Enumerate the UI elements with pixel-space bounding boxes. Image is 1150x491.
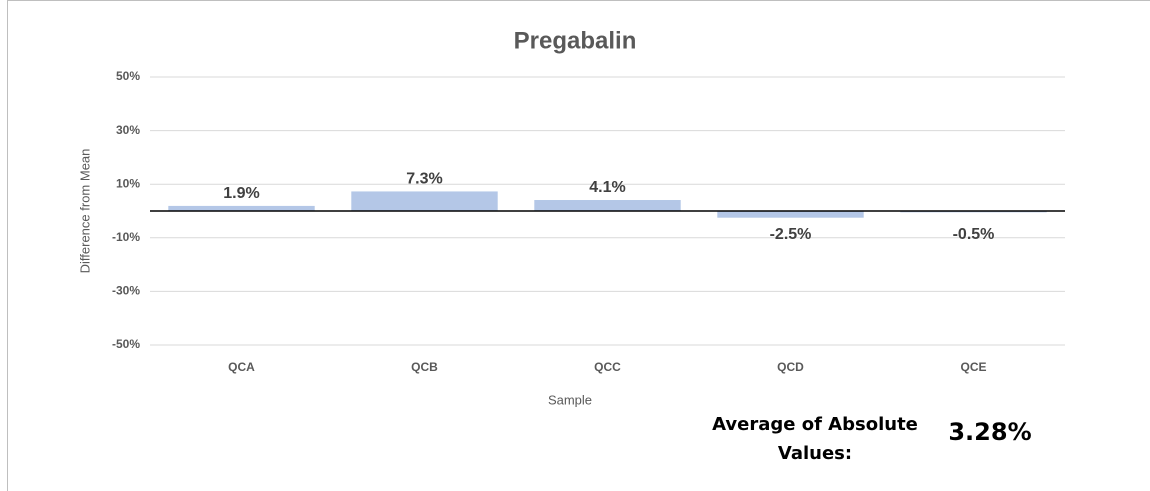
y-tick-label: 10%	[116, 176, 140, 190]
y-tick-label: 50%	[116, 69, 140, 83]
x-tick-label: QCA	[228, 360, 255, 374]
data-label: -2.5%	[770, 226, 812, 243]
x-tick-label: QCE	[960, 360, 986, 374]
bar	[168, 205, 315, 211]
y-tick-label: -50%	[112, 337, 140, 351]
x-tick-label: QCB	[411, 360, 438, 374]
data-label: 7.3%	[406, 171, 442, 188]
bar	[534, 200, 681, 211]
x-axis-label: Sample	[548, 392, 592, 407]
annotation: Average of Absolute Values:	[712, 414, 918, 464]
data-label: 4.1%	[589, 179, 625, 196]
x-tick-label: QCC	[594, 360, 621, 374]
y-tick-label: -10%	[112, 230, 140, 244]
annotation: 3.28%	[948, 418, 1032, 446]
chart-title: Pregabalin	[514, 27, 637, 54]
data-label: 1.9%	[223, 185, 259, 202]
data-label: -0.5%	[953, 226, 995, 243]
y-axis-label: Difference from Mean	[77, 149, 92, 274]
bar	[717, 211, 864, 218]
y-tick-label: 30%	[116, 123, 140, 137]
bar	[351, 191, 498, 211]
y-tick-label: -30%	[112, 284, 140, 298]
x-tick-label: QCD	[777, 360, 804, 374]
